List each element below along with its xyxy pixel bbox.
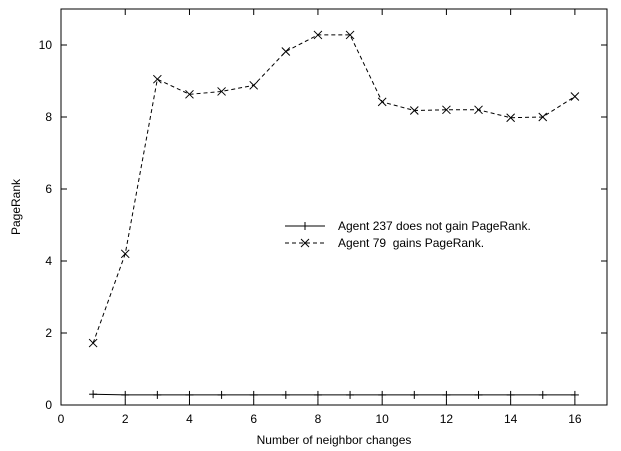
series-2-point — [120, 249, 130, 259]
y-tick-label: 0 — [45, 398, 52, 412]
series-2-point — [281, 47, 291, 56]
y-tick-label: 10 — [39, 38, 53, 52]
series-2-point — [474, 105, 483, 115]
series-1-point — [346, 390, 355, 399]
legend: Agent 237 does not gain PageRank. Agent 7… — [285, 219, 531, 250]
series-2-point — [185, 89, 194, 99]
series-2-line — [92, 34, 576, 344]
series-1-point — [506, 390, 515, 399]
series-1-point — [442, 390, 451, 399]
series-2 — [88, 30, 580, 348]
y-tick-label: 6 — [45, 182, 52, 196]
series-1-point — [538, 390, 547, 399]
series-2-point — [377, 97, 387, 107]
series-2-point — [217, 87, 226, 96]
x-axis-label: Number of neighbor changes — [257, 433, 412, 447]
series-1-point — [217, 390, 226, 399]
series-1-point — [89, 390, 98, 399]
series-1-point — [474, 390, 483, 399]
x-tick-label: 2 — [122, 412, 129, 426]
series-2-point — [88, 338, 98, 348]
legend-entry-1: Agent 237 does not gain PageRank. — [285, 219, 531, 233]
series-1-point — [153, 390, 162, 399]
legend-entry-2: Agent 79 gains PageRank. — [285, 236, 484, 250]
x-tick-label: 10 — [375, 412, 389, 426]
series-1-point — [121, 390, 130, 399]
series-2-point — [506, 113, 516, 123]
legend-label: Agent 237 does not gain PageRank. — [338, 219, 531, 233]
series-2-point — [570, 92, 580, 101]
series-1-point — [185, 390, 194, 399]
y-tick-label: 2 — [45, 326, 52, 340]
y-tick-label: 4 — [45, 254, 52, 268]
series-2-point — [409, 106, 419, 115]
series-2-point — [538, 112, 548, 122]
series-2-point — [442, 105, 451, 115]
data-series — [88, 30, 580, 399]
axis-ticks: 0 2 4 6 8 10 12 14 16 0 2 4 6 8 10 — [39, 9, 607, 426]
x-tick-label: 8 — [315, 412, 322, 426]
series-1-point — [570, 390, 579, 399]
x-tick-label: 4 — [186, 412, 193, 426]
x-tick-label: 14 — [504, 412, 518, 426]
series-1 — [89, 390, 579, 399]
y-tick-label: 8 — [45, 110, 52, 124]
series-1-point — [410, 390, 419, 399]
series-1-point — [249, 390, 258, 399]
y-axis-label: PageRank — [9, 178, 23, 235]
series-1-point — [313, 390, 322, 399]
x-tick-label: 16 — [568, 412, 582, 426]
series-1-point — [378, 390, 387, 399]
legend-label: Agent 79 gains PageRank. — [338, 236, 484, 250]
series-2-point — [152, 74, 162, 84]
series-1-point — [281, 390, 290, 399]
x-tick-label: 12 — [440, 412, 454, 426]
series-1-line — [93, 393, 575, 396]
x-tick-label: 6 — [250, 412, 257, 426]
plot-frame — [60, 8, 608, 406]
x-tick-label: 0 — [58, 412, 65, 426]
legend-marker — [301, 222, 309, 230]
series-2-point — [249, 80, 259, 90]
legend-marker — [300, 238, 310, 248]
series-2-point — [345, 30, 355, 40]
series-2-point — [313, 30, 323, 40]
